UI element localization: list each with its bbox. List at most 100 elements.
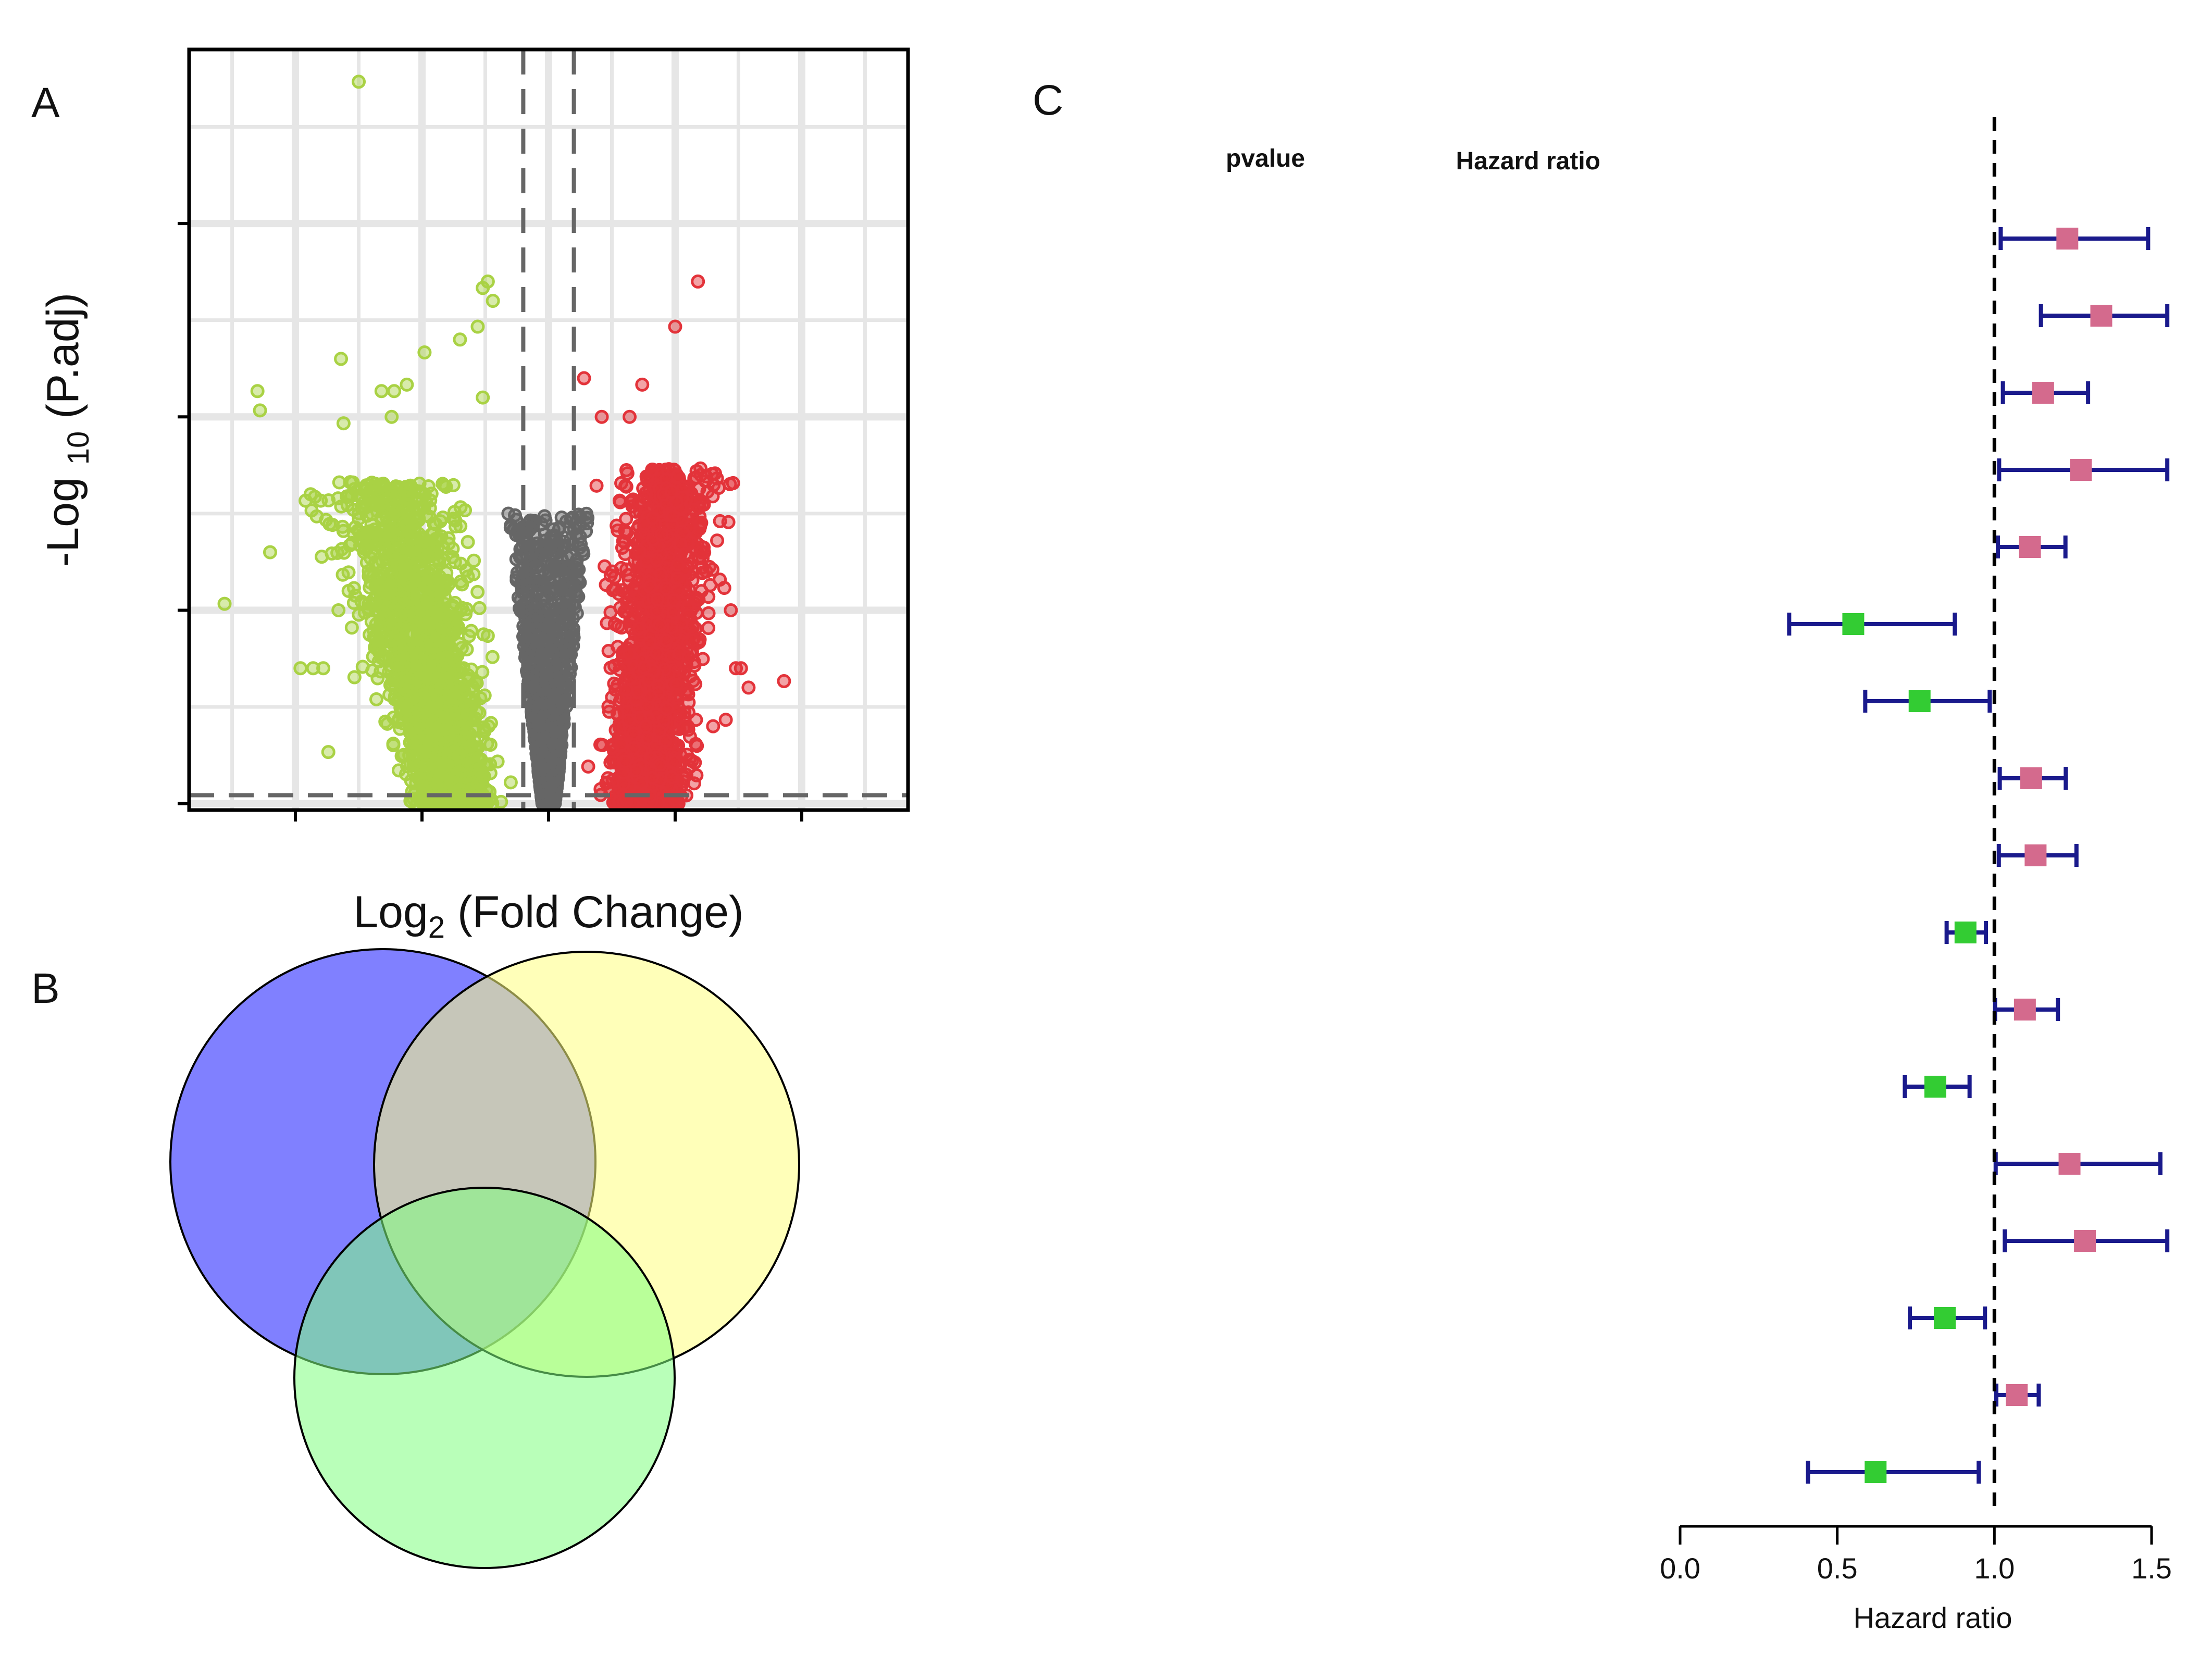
point-up-regulated xyxy=(701,621,716,636)
point-not-significant xyxy=(517,627,532,641)
point-down-regulated xyxy=(401,553,416,568)
point-down-regulated xyxy=(445,745,460,760)
point-down-regulated xyxy=(438,590,452,604)
point-not-significant xyxy=(525,615,539,630)
point-not-significant xyxy=(531,578,546,592)
point-down-regulated xyxy=(439,689,454,703)
point-down-regulated xyxy=(415,794,429,809)
point-down-regulated xyxy=(414,669,429,683)
point-down-regulated xyxy=(461,535,475,550)
point-not-significant xyxy=(545,608,560,623)
point-down-regulated xyxy=(431,532,445,546)
point-down-regulated xyxy=(430,552,445,566)
point-down-regulated xyxy=(480,629,495,643)
point-down-regulated xyxy=(444,671,459,686)
point-not-significant xyxy=(536,545,551,559)
point-down-regulated xyxy=(362,564,376,578)
point-not-significant xyxy=(540,773,554,788)
point-down-regulated xyxy=(391,715,405,729)
point-down-regulated xyxy=(459,698,474,712)
point-down-regulated xyxy=(315,550,329,564)
point-down-regulated xyxy=(490,754,505,769)
point-down-regulated xyxy=(395,594,409,609)
point-down-regulated xyxy=(375,565,389,579)
point-down-regulated xyxy=(347,670,362,685)
point-not-significant xyxy=(536,758,550,773)
point-down-regulated xyxy=(424,564,439,578)
point-not-significant xyxy=(543,584,557,599)
point-down-regulated xyxy=(463,767,477,782)
point-up-regulated xyxy=(589,478,604,493)
point-not-significant xyxy=(557,538,572,553)
point-down-regulated xyxy=(436,477,450,491)
point-down-regulated xyxy=(383,678,397,692)
point-down-regulated xyxy=(382,524,397,538)
point-down-regulated xyxy=(418,488,432,502)
point-not-significant xyxy=(566,628,580,642)
point-down-regulated xyxy=(395,661,410,675)
point-down-regulated xyxy=(403,680,418,695)
point-down-regulated xyxy=(440,766,454,780)
point-down-regulated xyxy=(408,513,422,527)
point-down-regulated xyxy=(344,620,359,635)
point-down-regulated xyxy=(332,475,346,490)
point-down-regulated xyxy=(377,538,392,552)
point-down-regulated xyxy=(377,651,391,666)
volcano-panel: A Log2 (Fold Change) -Log 10 (P.adj) xyxy=(31,47,910,944)
point-not-significant xyxy=(526,700,540,715)
point-down-regulated xyxy=(423,689,438,704)
point-down-regulated xyxy=(407,531,422,545)
point-down-regulated xyxy=(448,623,463,638)
point-down-regulated xyxy=(412,711,427,726)
point-not-significant xyxy=(511,590,526,605)
point-down-regulated xyxy=(336,524,351,538)
point-down-regulated xyxy=(380,577,394,592)
point-down-regulated xyxy=(417,547,432,562)
point-down-regulated xyxy=(335,567,350,582)
point-down-regulated xyxy=(434,704,449,718)
point-down-regulated xyxy=(436,615,450,629)
point-down-regulated xyxy=(414,644,428,658)
point-down-regulated xyxy=(340,498,355,513)
point-down-regulated xyxy=(448,513,463,528)
volcano-points xyxy=(217,74,791,811)
panel-label-a: A xyxy=(31,79,60,127)
point-up-regulated xyxy=(721,515,736,529)
point-up-regulated xyxy=(619,463,633,477)
point-down-regulated xyxy=(411,624,425,639)
point-down-regulated xyxy=(430,795,445,810)
point-down-regulated xyxy=(433,753,448,767)
point-not-significant xyxy=(549,758,563,773)
point-not-significant xyxy=(571,589,586,604)
point-down-regulated xyxy=(402,565,417,579)
point-down-regulated xyxy=(445,550,459,564)
point-up-regulated xyxy=(618,479,632,493)
point-down-regulated xyxy=(369,692,383,706)
point-down-regulated xyxy=(425,605,439,620)
point-down-regulated xyxy=(468,675,483,689)
point-down-regulated xyxy=(366,623,381,638)
point-up-regulated xyxy=(612,493,627,508)
point-not-significant xyxy=(527,645,542,659)
point-not-significant xyxy=(537,733,552,748)
point-down-regulated xyxy=(389,504,403,518)
point-not-significant xyxy=(532,677,546,692)
point-not-significant xyxy=(554,552,569,566)
point-down-regulated xyxy=(472,601,487,615)
point-not-significant xyxy=(547,626,562,641)
point-down-regulated xyxy=(420,764,434,778)
point-down-regulated xyxy=(370,497,384,512)
point-down-regulated xyxy=(393,639,407,654)
point-down-regulated xyxy=(373,599,388,614)
point-down-regulated xyxy=(470,584,485,599)
point-down-regulated xyxy=(383,619,398,633)
point-not-significant xyxy=(552,522,566,537)
point-down-regulated xyxy=(372,477,387,492)
point-not-significant xyxy=(527,514,542,528)
point-down-regulated xyxy=(433,514,448,529)
point-down-regulated xyxy=(447,654,462,668)
point-down-regulated xyxy=(423,734,438,749)
point-not-significant xyxy=(550,702,564,716)
point-down-regulated xyxy=(440,636,454,651)
